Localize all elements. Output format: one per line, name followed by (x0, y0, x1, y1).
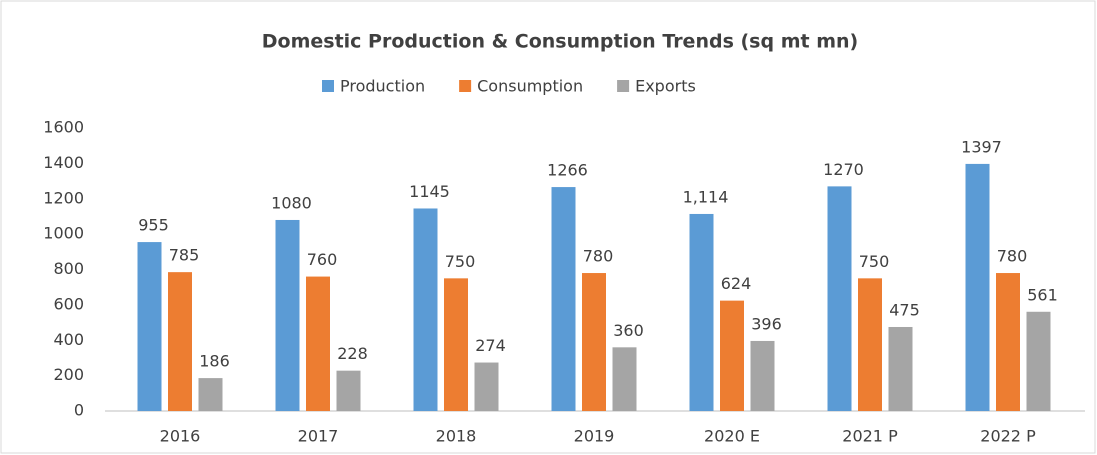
bar (551, 187, 576, 411)
bar (965, 163, 990, 411)
bar (413, 208, 438, 411)
bar (1026, 311, 1051, 411)
y-tick-label: 1600 (43, 118, 84, 137)
data-label: 1145 (409, 182, 450, 201)
y-tick-label: 400 (53, 330, 84, 349)
data-label: 1266 (547, 161, 588, 180)
data-label: 785 (169, 246, 200, 265)
y-tick-label: 1000 (43, 224, 84, 243)
data-label: 780 (997, 247, 1028, 266)
bar (137, 242, 162, 411)
x-tick-label: 2017 (298, 427, 339, 446)
data-label: 750 (859, 252, 890, 271)
data-label: 561 (1027, 285, 1058, 304)
data-label: 186 (199, 352, 230, 371)
data-label: 780 (583, 247, 614, 266)
bar (444, 278, 468, 411)
data-label: 624 (721, 274, 752, 293)
bar (582, 273, 606, 411)
y-tick-label: 1400 (43, 153, 84, 172)
bar (996, 273, 1020, 411)
data-label: 396 (751, 314, 782, 333)
data-label: 750 (445, 252, 476, 271)
bar (612, 347, 637, 411)
legend-swatch (322, 80, 334, 92)
legend-swatch (617, 80, 630, 92)
bar (275, 219, 300, 411)
bar (689, 213, 714, 411)
bar (306, 276, 330, 411)
bar (474, 362, 499, 411)
chart-title: Domestic Production & Consumption Trends… (262, 31, 858, 53)
bar (827, 186, 852, 411)
bar (168, 272, 192, 411)
data-label: 475 (889, 300, 920, 319)
x-tick-label: 2019 (574, 427, 615, 446)
bar (198, 378, 223, 411)
x-tick-label: 2018 (436, 427, 477, 446)
bar (858, 278, 882, 411)
x-tick-label: 2016 (160, 427, 201, 446)
data-label: 760 (307, 250, 338, 269)
bar (336, 370, 361, 411)
data-label: 228 (337, 344, 368, 363)
legend-label: Exports (635, 77, 696, 96)
data-label: 955 (138, 216, 169, 235)
data-label: 1080 (271, 193, 312, 212)
bar (750, 340, 775, 411)
data-label: 1270 (823, 160, 864, 179)
x-tick-label: 2021 P (842, 427, 898, 446)
y-tick-label: 1200 (43, 188, 84, 207)
x-tick-label: 2020 E (704, 427, 760, 446)
y-tick-label: 800 (53, 259, 84, 278)
bar (720, 300, 744, 411)
legend-swatch (459, 80, 472, 92)
bar (888, 326, 913, 411)
data-label: 360 (613, 321, 644, 340)
data-label: 274 (475, 336, 506, 355)
x-tick-label: 2022 P (980, 427, 1036, 446)
legend-label: Consumption (477, 77, 583, 96)
y-tick-label: 600 (53, 294, 84, 313)
data-label: 1,114 (683, 187, 729, 206)
y-tick-label: 200 (53, 365, 84, 384)
data-label: 1397 (961, 137, 1002, 156)
legend-label: Production (340, 77, 425, 96)
y-tick-label: 0 (74, 401, 84, 420)
